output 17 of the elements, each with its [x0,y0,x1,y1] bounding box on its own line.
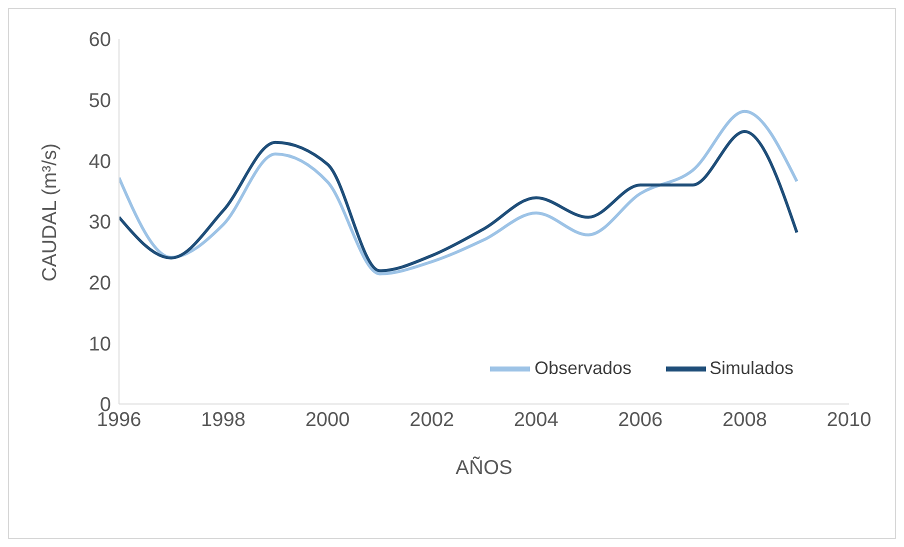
x-axis-title: AÑOS [456,456,512,479]
x-tick-label: 1998 [201,409,246,432]
y-tick-label: 30 [88,212,111,234]
y-axis-title: CAUDAL (m³/s) [39,143,62,282]
x-tick-label: 2008 [722,409,767,432]
legend-label: Simulados [710,358,794,378]
x-tick-label: 2004 [514,409,558,432]
x-tick-label: 2000 [305,409,350,432]
y-tick-label: 60 [88,29,111,52]
x-tick-label: 2010 [826,409,872,432]
x-tick-label: 2006 [618,409,663,432]
y-tick-label: 10 [88,333,111,356]
y-tick-label: 40 [88,150,111,173]
x-tick-label: 2002 [410,409,454,432]
y-tick-label: 50 [88,90,111,112]
legend-label: Observados [534,358,632,378]
y-tick-label: 20 [88,272,111,294]
